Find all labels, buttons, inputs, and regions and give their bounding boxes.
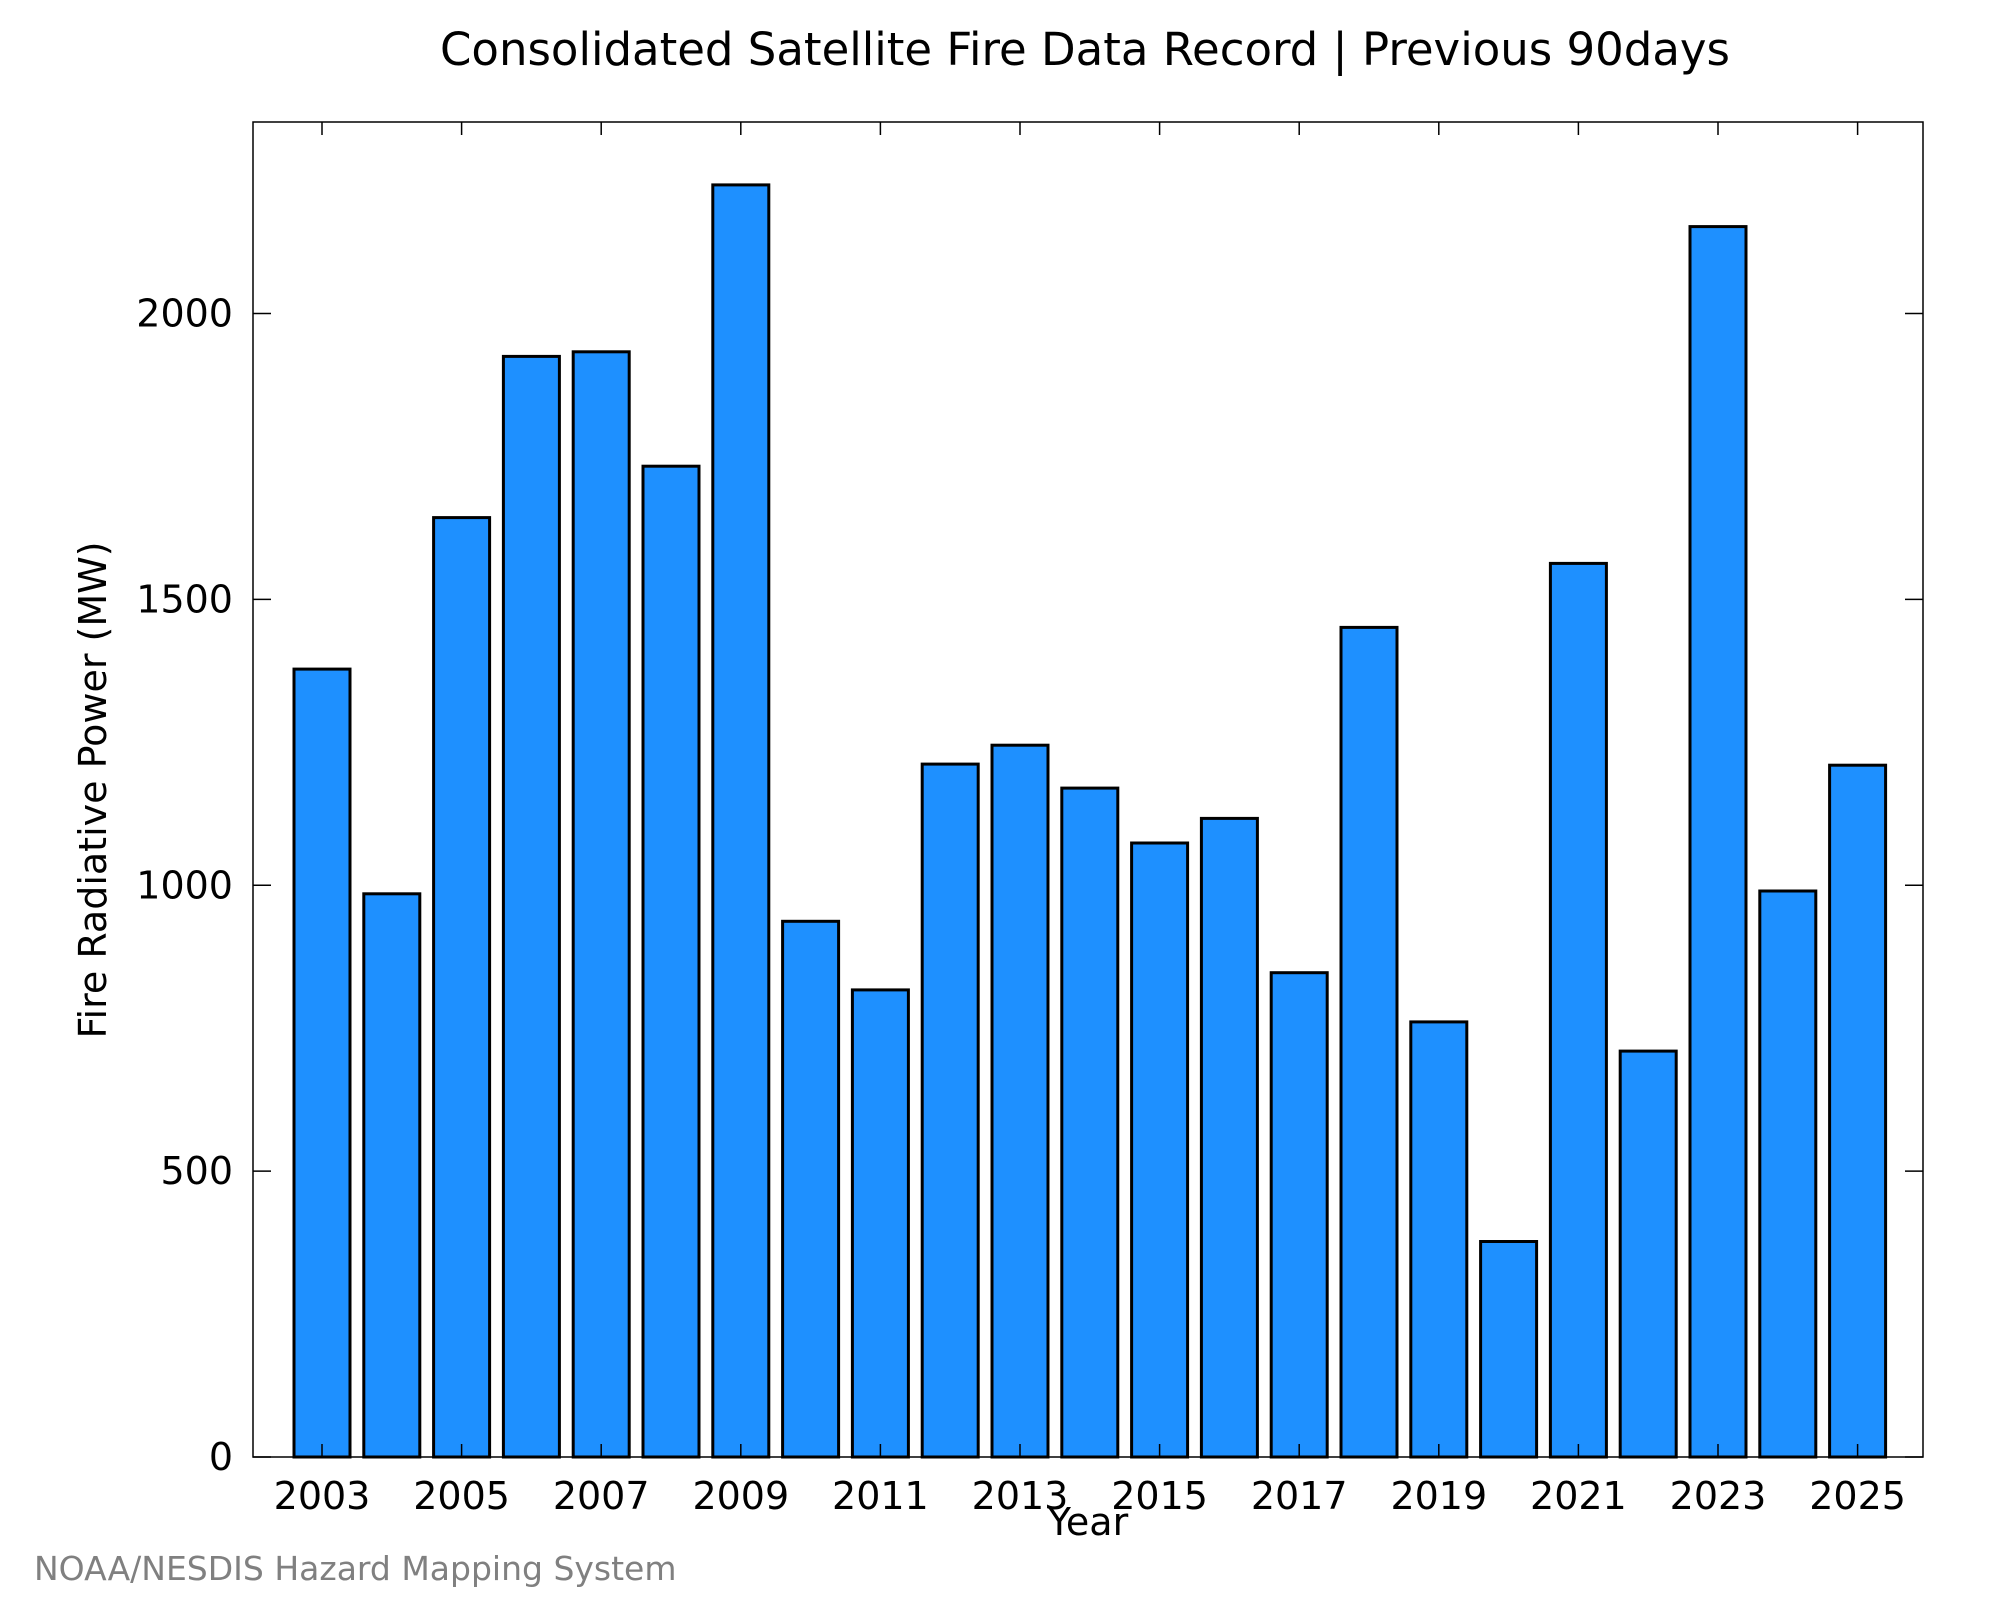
x-tick-label: 2005 (413, 1474, 510, 1518)
bar-2016 (1199, 816, 1259, 1459)
plot-area-frame (252, 121, 1924, 1458)
bar-2005 (432, 516, 492, 1459)
y-tick-label: 2000 (136, 292, 233, 336)
bar-2008 (641, 464, 701, 1459)
bar-2017 (1269, 971, 1329, 1459)
y-tick-label: 500 (160, 1149, 233, 1193)
y-tick-label: 1500 (136, 577, 233, 621)
y-tick-label: 1000 (136, 863, 233, 907)
x-tick-label: 2017 (1251, 1474, 1348, 1518)
x-tick-labels: 2003 2005 2007 2009 2011 2013 2015 2017 2019 2021… (274, 1474, 1906, 1518)
bar-2011 (850, 988, 910, 1459)
bar-2012 (920, 762, 980, 1459)
x-tick-label: 2025 (1809, 1474, 1906, 1518)
bar-2021 (1548, 561, 1608, 1459)
y-axis-label: Fire Radiative Power (MW) (71, 541, 115, 1038)
bar-2010 (781, 919, 841, 1459)
chart-title: Consolidated Satellite Fire Data Record … (440, 23, 1730, 76)
bar-2018 (1339, 625, 1399, 1459)
bar-2014 (1060, 786, 1120, 1459)
bar-2024 (1758, 889, 1818, 1459)
y-tick-label: 0 (209, 1435, 233, 1479)
bar-2019 (1409, 1020, 1469, 1459)
bar-2009 (711, 183, 771, 1459)
bar-2006 (501, 354, 561, 1459)
y-tick-labels: 0 500 1000 1500 2000 (136, 292, 233, 1479)
bars-group (292, 183, 1888, 1459)
bar-2022 (1618, 1049, 1678, 1459)
x-axis-label: Year (1047, 1500, 1129, 1544)
credit-text: NOAA/NESDIS Hazard Mapping System (34, 1549, 677, 1588)
x-tick-label: 2009 (692, 1474, 789, 1518)
x-tick-label: 2023 (1670, 1474, 1767, 1518)
x-tick-label: 2003 (274, 1474, 371, 1518)
x-tick-label: 2013 (972, 1474, 1069, 1518)
bar-2020 (1479, 1240, 1539, 1459)
x-tick-label: 2015 (1111, 1474, 1208, 1518)
x-tick-label: 2019 (1390, 1474, 1487, 1518)
bar-2003 (292, 667, 352, 1459)
bar-2025 (1828, 763, 1888, 1459)
bar-2015 (1130, 841, 1190, 1459)
bar-2007 (571, 350, 631, 1459)
bar-2013 (990, 743, 1050, 1459)
x-tick-label: 2011 (832, 1474, 929, 1518)
x-tick-label: 2007 (553, 1474, 650, 1518)
x-tick-label: 2021 (1530, 1474, 1627, 1518)
bar-2023 (1688, 225, 1748, 1459)
bar-2004 (362, 892, 422, 1459)
